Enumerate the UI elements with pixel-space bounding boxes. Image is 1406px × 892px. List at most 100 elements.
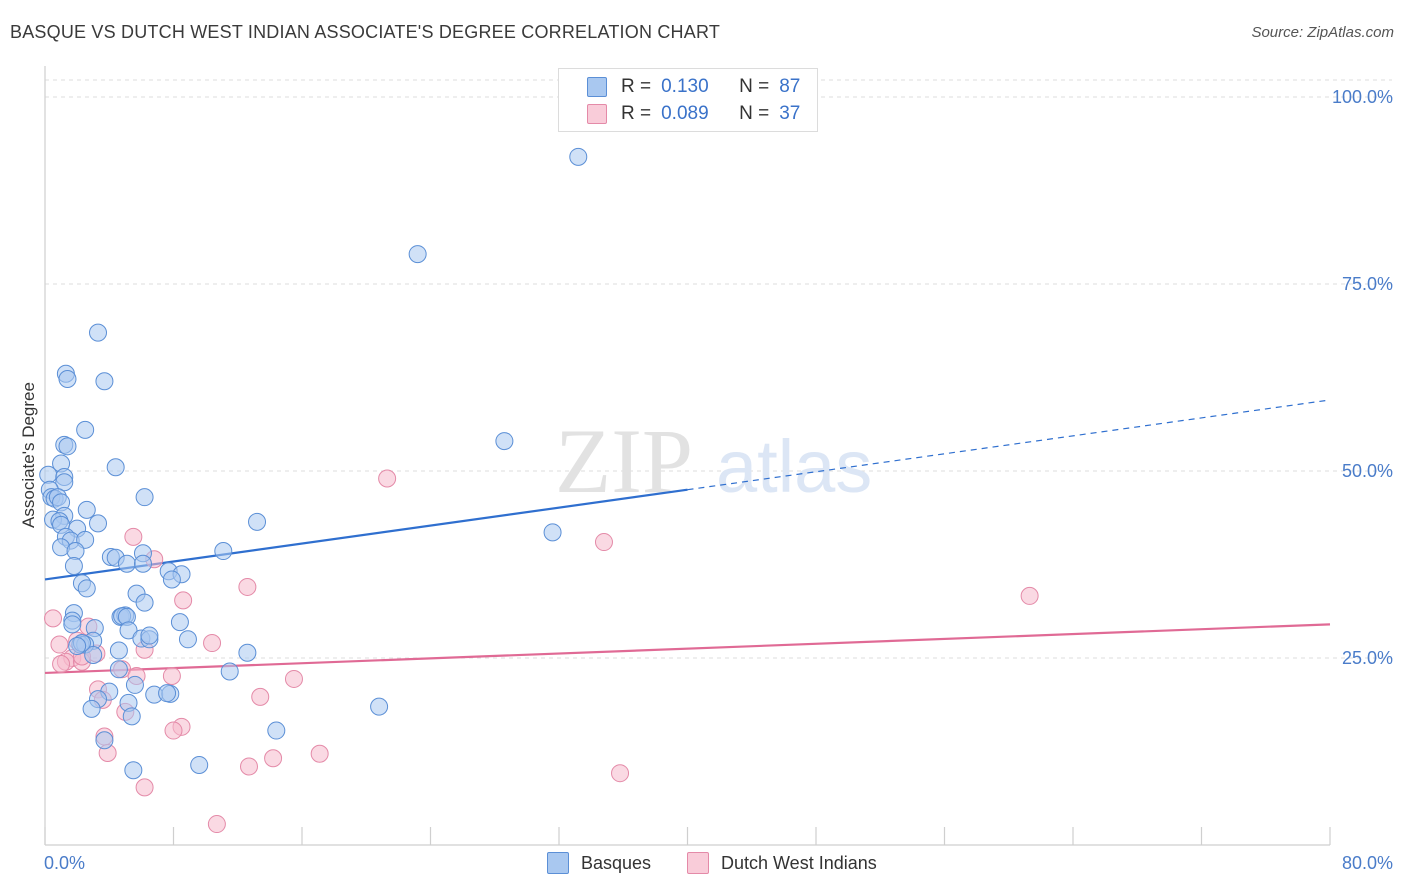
- legend-row-dutch-west-indians: R = 0.089 N = 37: [587, 102, 800, 126]
- data-point-basque: [190, 755, 209, 774]
- legend: R = 0.130 N = 87 R = 0.089 N = 37: [558, 68, 818, 132]
- data-point-dutch-west-indian: [207, 815, 226, 834]
- data-point-basque: [214, 542, 233, 561]
- data-point-basque: [109, 641, 128, 660]
- data-point-basque: [133, 554, 152, 573]
- data-point-basque: [63, 615, 82, 634]
- data-point-basque: [95, 372, 114, 391]
- data-point-basque: [140, 626, 159, 645]
- legend-n-label: N =: [739, 103, 770, 124]
- y-tick-label: 50.0%: [1342, 461, 1393, 481]
- bottom-swatch-blue: [547, 852, 569, 874]
- data-point-basque: [135, 488, 154, 507]
- data-point-basque: [495, 432, 514, 451]
- data-point-basque: [124, 761, 143, 780]
- data-point-basque: [39, 465, 58, 484]
- data-point-basque: [370, 697, 389, 716]
- x-tick-label: 0.0%: [44, 853, 85, 873]
- data-point-basque: [117, 554, 136, 573]
- y-tick-label: 100.0%: [1332, 87, 1393, 107]
- data-point-basque: [82, 699, 101, 718]
- data-point-dutch-west-indian: [1020, 586, 1039, 605]
- data-point-dutch-west-indian: [162, 666, 181, 685]
- data-point-basque: [95, 731, 114, 750]
- data-point-basque: [178, 630, 197, 649]
- watermark: ZIP atlas: [555, 410, 872, 512]
- grid-lines: [45, 79, 1392, 659]
- data-point-basque: [58, 369, 77, 388]
- data-point-basque: [170, 613, 189, 632]
- data-point-dutch-west-indian: [135, 778, 154, 797]
- data-point-basque: [58, 437, 77, 456]
- data-point-basque: [135, 593, 154, 612]
- x-tick-label: 80.0%: [1342, 853, 1393, 873]
- data-point-dutch-west-indian: [50, 635, 69, 654]
- data-point-basque: [106, 458, 125, 477]
- data-point-basque: [66, 542, 85, 561]
- series-basques: [39, 147, 588, 780]
- data-point-basque: [122, 707, 141, 726]
- data-point-basque: [543, 523, 562, 542]
- data-point-basque: [84, 646, 103, 665]
- y-tick-label: 75.0%: [1342, 274, 1393, 294]
- data-point-dutch-west-indian: [310, 744, 329, 763]
- data-point-basque: [267, 721, 286, 740]
- legend-n-value: 37: [779, 103, 801, 124]
- data-point-basque: [162, 570, 181, 589]
- legend-r-label: R =: [621, 76, 652, 97]
- data-point-dutch-west-indian: [251, 687, 270, 706]
- series-dutch-west-indians: [44, 469, 1039, 834]
- watermark-zip: ZIP: [555, 410, 693, 512]
- y-tick-label: 25.0%: [1342, 648, 1393, 668]
- data-point-dutch-west-indian: [164, 721, 183, 740]
- data-point-basque: [76, 420, 95, 439]
- watermark-atlas: atlas: [716, 425, 872, 508]
- data-point-dutch-west-indian: [264, 749, 283, 768]
- data-point-dutch-west-indian: [203, 634, 222, 653]
- trend-line-basques-extrapolated: [687, 399, 1331, 491]
- data-point-basque: [77, 500, 96, 519]
- legend-swatch-blue: [587, 77, 607, 97]
- data-point-dutch-west-indian: [52, 654, 71, 673]
- legend-n-value: 87: [779, 76, 801, 97]
- bottom-legend-label: Basques: [581, 852, 652, 873]
- legend-r-value: 0.130: [661, 76, 709, 97]
- data-point-dutch-west-indian: [378, 469, 397, 488]
- legend-r-value: 0.089: [661, 103, 709, 124]
- data-point-basque: [119, 621, 138, 640]
- data-point-basque: [408, 245, 427, 264]
- bottom-legend: Basques Dutch West Indians: [0, 852, 1406, 878]
- data-point-basque: [77, 579, 96, 598]
- data-point-dutch-west-indian: [239, 757, 258, 776]
- chart-source: Source: ZipAtlas.com: [1251, 24, 1394, 41]
- bottom-legend-basques: Basques: [547, 852, 651, 874]
- data-point-dutch-west-indian: [124, 527, 143, 546]
- axes: [44, 66, 1331, 846]
- chart-title: BASQUE VS DUTCH WEST INDIAN ASSOCIATE'S …: [10, 22, 721, 42]
- tick-labels: 25.0% 50.0% 75.0% 100.0% 0.0% 80.0%: [44, 87, 1393, 873]
- data-point-basque: [238, 643, 257, 662]
- legend-r-label: R =: [621, 103, 652, 124]
- legend-n-label: N =: [739, 76, 770, 97]
- data-point-basque: [68, 637, 87, 656]
- bottom-swatch-pink: [687, 852, 709, 874]
- data-point-basque: [248, 512, 267, 531]
- data-point-dutch-west-indian: [611, 764, 630, 783]
- data-point-dutch-west-indian: [44, 609, 63, 628]
- data-point-dutch-west-indian: [238, 577, 257, 596]
- data-point-basque: [89, 514, 108, 533]
- data-point-basque: [125, 675, 144, 694]
- bottom-legend-label: Dutch West Indians: [721, 852, 877, 873]
- bottom-legend-dutch-west-indians: Dutch West Indians: [687, 852, 877, 874]
- legend-row-basques: R = 0.130 N = 87: [587, 75, 800, 99]
- data-point-basque: [158, 684, 177, 703]
- data-point-basque: [569, 147, 588, 166]
- data-point-dutch-west-indian: [284, 669, 303, 688]
- data-point-basque: [220, 662, 239, 681]
- y-axis-title: Associate's Degree: [19, 382, 38, 528]
- data-point-basque: [55, 473, 74, 492]
- trend-line-dutch-west-indians: [44, 623, 1331, 675]
- data-point-basque: [89, 323, 108, 342]
- data-point-basque: [109, 660, 128, 679]
